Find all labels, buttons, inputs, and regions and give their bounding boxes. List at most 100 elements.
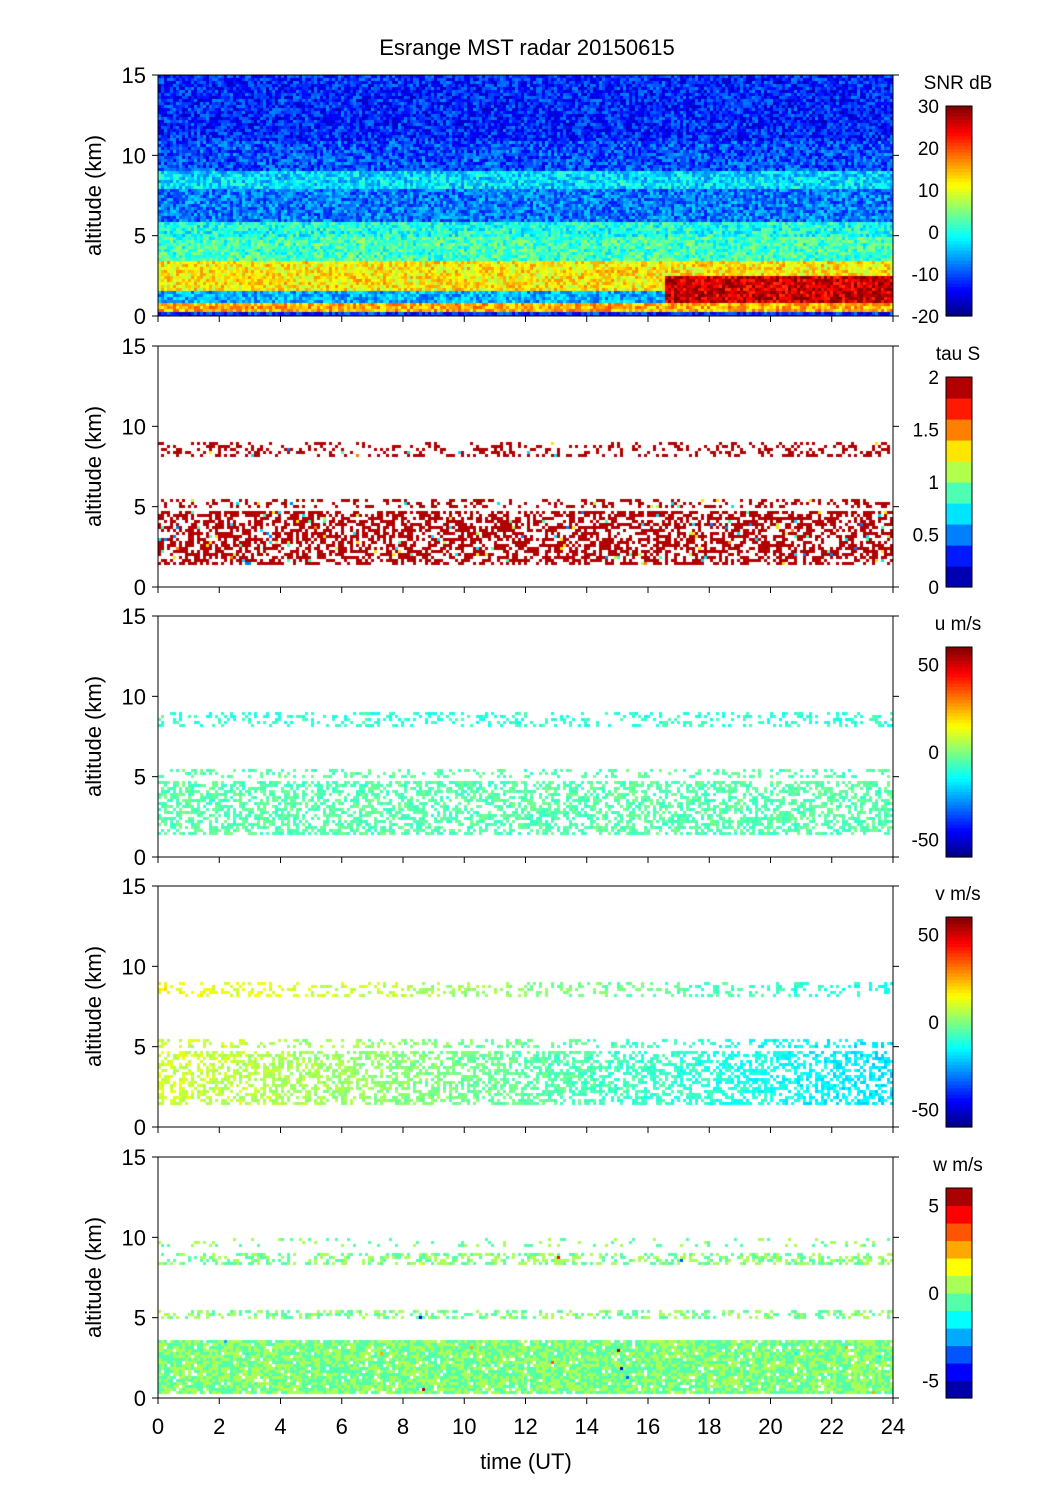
- x-tick-label: 2: [213, 1414, 225, 1439]
- colorbar-swatch: [946, 689, 972, 694]
- x-tick-label: 10: [452, 1414, 476, 1439]
- colorbar-swatch: [946, 1081, 972, 1085]
- colorbar-swatch: [946, 748, 972, 753]
- colorbar-swatch: [946, 158, 972, 163]
- y-axis-label: altitude (km): [81, 676, 106, 797]
- colorbar-swatch: [946, 699, 972, 704]
- y-tick-label: 0: [134, 1115, 146, 1140]
- colorbar-tick-label: 0: [928, 1013, 939, 1034]
- colorbar-swatch: [946, 398, 972, 420]
- colorbar-swatch: [946, 976, 972, 980]
- colorbar-swatch: [946, 266, 972, 271]
- colorbar-swatch: [946, 653, 972, 658]
- colorbar-swatch: [946, 995, 972, 1000]
- colorbar-tick-label: 0: [928, 1284, 939, 1305]
- colorbar-frame-v: [945, 916, 973, 1128]
- colorbar-tick-label: 20: [918, 139, 939, 160]
- colorbar-swatch: [946, 920, 972, 925]
- colorbar-swatch: [946, 253, 972, 258]
- colorbar-swatch: [946, 1074, 972, 1079]
- colorbar-swatch: [946, 482, 972, 504]
- colorbar-swatch: [946, 735, 972, 740]
- colorbar-tick-label: 10: [918, 181, 939, 202]
- colorbar-tick-label: 0: [928, 743, 939, 764]
- colorbar-tick-label: -10: [912, 265, 939, 286]
- colorbar-swatch: [946, 181, 972, 186]
- colorbar-swatch: [946, 650, 972, 655]
- colorbar-swatch: [946, 1100, 972, 1105]
- colorbar-swatch: [946, 1205, 972, 1224]
- colorbar-frame-snr: [945, 105, 973, 317]
- x-tick-label: 18: [697, 1414, 721, 1439]
- colorbar-swatch: [946, 289, 972, 294]
- colorbar-swatch: [946, 669, 972, 674]
- colorbar-swatch: [946, 1104, 972, 1108]
- x-tick-label: 8: [397, 1414, 409, 1439]
- colorbar-swatch: [946, 985, 972, 990]
- colorbar-swatch: [946, 1123, 972, 1128]
- colorbar-swatch: [946, 1012, 972, 1017]
- colorbar-swatch: [946, 283, 972, 288]
- colorbar-swatch: [946, 709, 972, 714]
- colorbar-swatch: [946, 168, 972, 173]
- colorbar-swatch: [946, 566, 972, 588]
- colorbar-swatch: [946, 191, 972, 196]
- colorbar-swatch: [946, 207, 972, 212]
- y-tick-label: 5: [134, 495, 146, 520]
- colorbar-swatch: [946, 1028, 972, 1033]
- colorbar-swatch: [946, 692, 972, 697]
- colorbar-swatch: [946, 1077, 972, 1082]
- colorbar-swatch: [946, 771, 972, 776]
- heatmap-snr: [158, 75, 893, 316]
- colorbar-swatch: [946, 840, 972, 845]
- colorbar-frame-w: [945, 1187, 973, 1399]
- colorbar-swatch: [946, 227, 972, 232]
- colorbar-swatch: [946, 237, 972, 242]
- colorbar-swatch: [946, 1345, 972, 1364]
- colorbar-swatch: [946, 171, 972, 176]
- colorbar-swatch: [946, 949, 972, 954]
- x-tick-label: 24: [881, 1414, 905, 1439]
- colorbar-swatch: [946, 811, 972, 815]
- y-tick-label: 0: [134, 575, 146, 600]
- colorbar-swatch: [946, 1005, 972, 1010]
- y-tick-label: 10: [122, 954, 146, 979]
- colorbar-swatch: [946, 461, 972, 483]
- colorbar-swatch: [946, 843, 972, 848]
- colorbar-swatch: [946, 834, 972, 838]
- colorbar-swatch: [946, 296, 972, 301]
- colorbar-swatch: [946, 850, 972, 855]
- colorbar-swatch: [946, 1031, 972, 1036]
- colorbar-swatch: [946, 706, 972, 710]
- colorbar-swatch: [946, 145, 972, 150]
- colorbar-swatch: [946, 247, 972, 251]
- colorbar-swatch: [946, 306, 972, 311]
- colorbar-swatch: [946, 837, 972, 842]
- y-tick-label: 0: [134, 304, 146, 329]
- colorbar-swatch: [946, 1067, 972, 1072]
- colorbar-swatch: [946, 663, 972, 668]
- x-tick-label: 0: [152, 1414, 164, 1439]
- colorbar-swatch: [946, 217, 972, 222]
- colorbar-swatch: [946, 956, 972, 961]
- colorbar-swatch: [946, 524, 972, 546]
- colorbar-swatch: [946, 1018, 972, 1023]
- colorbar-tick-label: 50: [918, 926, 939, 947]
- colorbar-swatch: [946, 309, 972, 314]
- colorbar-swatch: [946, 781, 972, 786]
- colorbar-swatch: [946, 1275, 972, 1294]
- colorbar-swatch: [946, 273, 972, 278]
- colorbar-swatch: [946, 1258, 972, 1277]
- colorbar-label: SNR dB: [924, 73, 993, 94]
- colorbar-swatch: [946, 972, 972, 977]
- colorbar-swatch: [946, 1293, 972, 1312]
- colorbar-swatch: [946, 250, 972, 255]
- colorbar-swatch: [946, 194, 972, 199]
- colorbar-swatch: [946, 197, 972, 202]
- heatmap-tau: [158, 346, 893, 587]
- y-tick-label: 15: [122, 334, 146, 359]
- colorbar-swatch: [946, 1035, 972, 1040]
- colorbar-swatch: [946, 211, 972, 215]
- colorbar-swatch: [946, 939, 972, 944]
- colorbar-swatch: [946, 794, 972, 799]
